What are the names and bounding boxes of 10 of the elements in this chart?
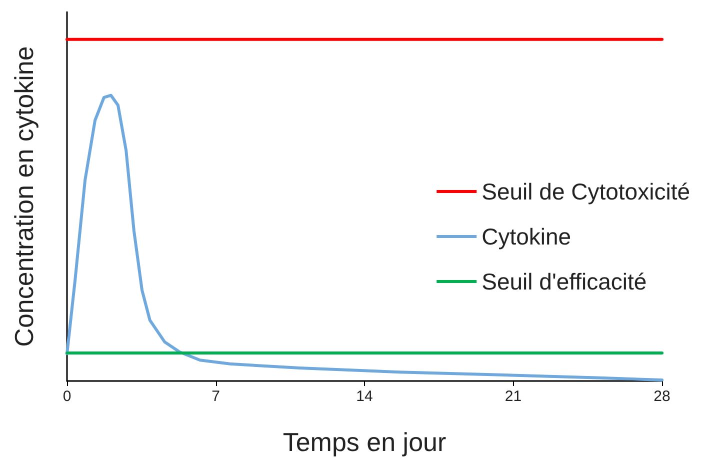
x-tick-label: 28 — [654, 388, 670, 405]
y-axis-title: Concentration en cytokine — [9, 46, 39, 347]
legend-label: Seuil d'efficacité — [482, 268, 647, 294]
legend-label: Cytokine — [482, 224, 572, 250]
x-tick-label: 0 — [62, 388, 72, 405]
x-axis-title: Temps en jour — [282, 427, 446, 457]
x-tick-label: 21 — [504, 388, 522, 405]
x-tick-label: 7 — [212, 388, 220, 405]
legend-label: Seuil de Cytotoxicité — [482, 178, 690, 204]
x-tick-label: 14 — [356, 388, 373, 405]
